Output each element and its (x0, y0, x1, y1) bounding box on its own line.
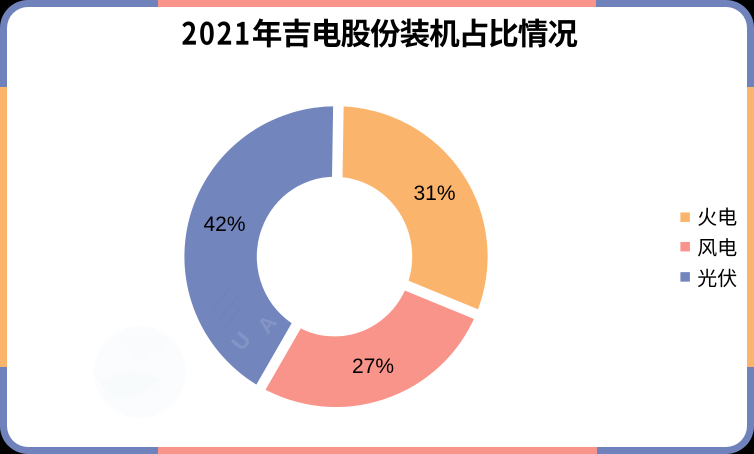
svg-text:27%: 27% (352, 355, 394, 378)
svg-text:42%: 42% (203, 213, 245, 236)
svg-text:31%: 31% (413, 182, 455, 205)
